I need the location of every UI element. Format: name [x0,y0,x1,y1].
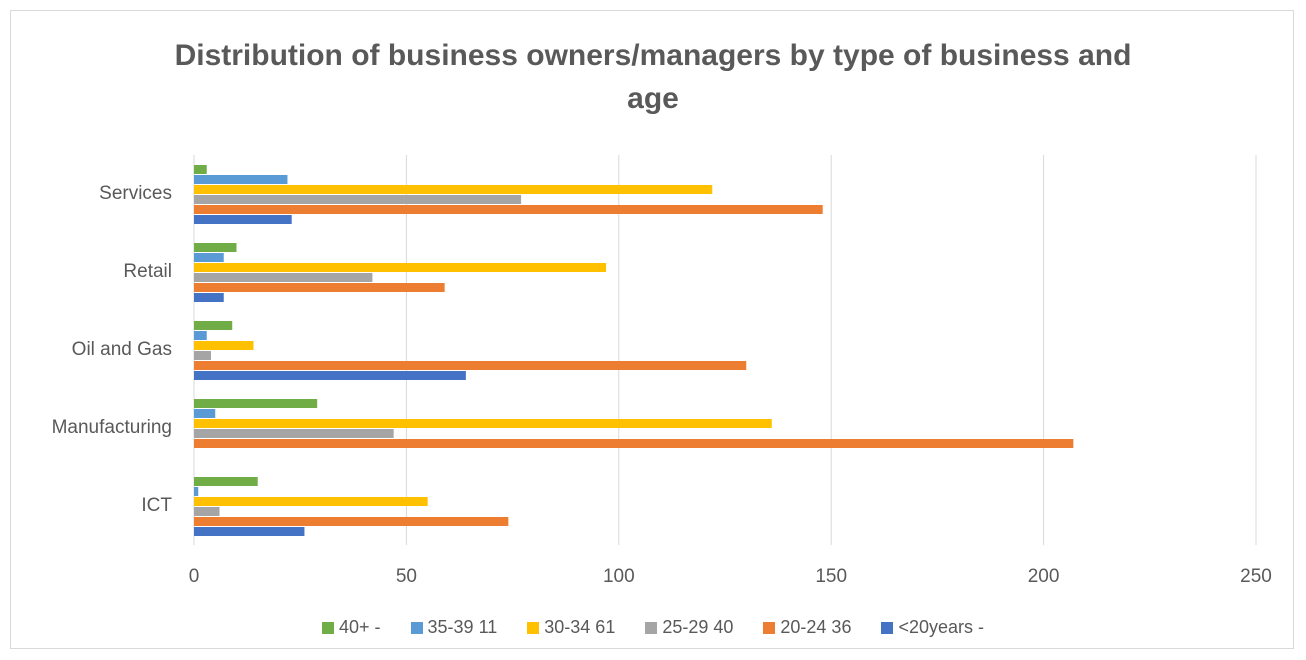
legend-label: 20-24 36 [780,617,852,637]
legend-item: <20years - [881,617,984,638]
bar [194,331,207,340]
legend-item: 25-29 40 [645,617,733,638]
legend-item: 20-24 36 [763,617,851,638]
legend-swatch [322,621,334,634]
legend-item: 35-39 11 [410,617,498,638]
bar [194,293,224,302]
bar [194,429,394,438]
bar [194,439,1074,448]
bar [194,497,428,506]
legend-label: 25-29 40 [662,617,734,637]
bar [194,185,713,194]
legend-label: <20years - [898,617,984,637]
bar [194,205,823,214]
bar [194,351,211,360]
bar [194,507,220,516]
legend-swatch [645,621,658,634]
bar [194,361,747,370]
bar [194,371,466,380]
bar [194,341,254,350]
legend-swatch [410,621,423,634]
chart-title: Distribution of business owners/managers… [174,39,1132,115]
y-tick-label: Services [99,183,172,204]
bar [194,477,258,486]
chart-frame [10,10,1294,649]
bar [194,487,199,496]
bar [194,517,509,526]
bar [194,263,607,272]
bar [194,195,522,204]
x-tick-label: 200 [1028,566,1060,587]
bar [194,321,233,330]
bar [194,419,772,428]
legend-item: 30-34 61 [527,617,615,638]
legend-swatch [763,621,776,634]
x-tick-label: 0 [189,566,200,587]
bar [194,165,207,174]
bar [194,243,237,252]
bar [194,399,318,408]
x-tick-label: 50 [396,566,417,587]
legend-label: 40+ - [339,617,381,637]
y-tick-label: ICT [141,495,172,516]
y-tick-label: Oil and Gas [72,339,172,360]
legend-label: 30-34 61 [544,617,616,637]
x-tick-label: 100 [603,566,635,587]
bar [194,215,292,224]
bar [194,175,288,184]
bar [194,253,224,262]
legend-item: 40+ - [322,617,381,638]
y-tick-label: Manufacturing [52,417,172,438]
legend-swatch [527,621,540,634]
y-tick-label: Retail [123,261,172,282]
legend-label: 35-39 11 [427,617,498,637]
x-tick-label: 250 [1240,566,1272,587]
bar [194,527,305,536]
legend: 40+ - 35-39 11 30-34 61 25-29 40 20-24 36 <20… [0,617,1306,638]
bar [194,409,216,418]
legend-swatch [881,621,894,634]
x-tick-label: 150 [815,566,847,587]
bar [194,273,373,282]
bar [194,283,445,292]
